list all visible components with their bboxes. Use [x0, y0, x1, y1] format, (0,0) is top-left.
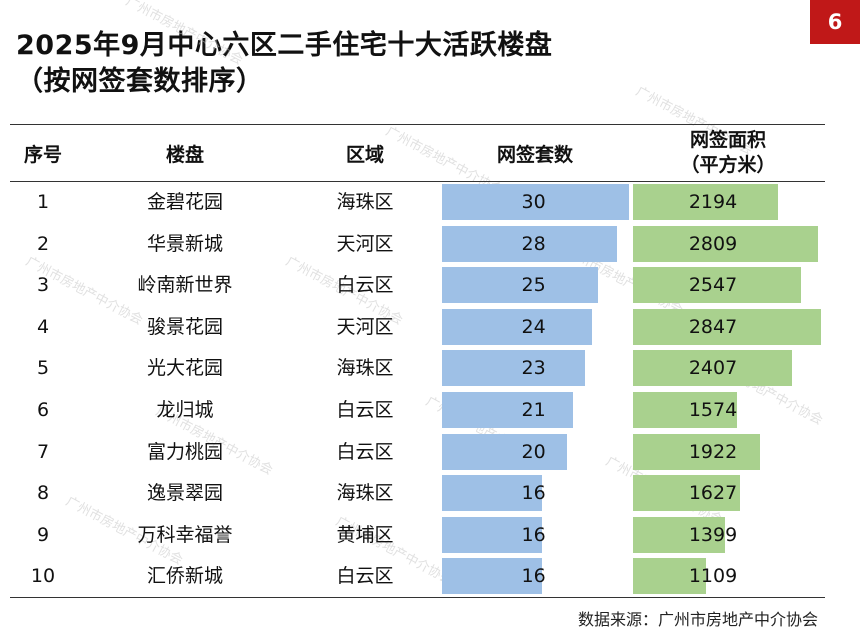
row-rank: 2: [36, 232, 50, 255]
row-rank: 4: [36, 315, 50, 338]
area-bar: [633, 225, 819, 262]
units-value: 23: [521, 357, 546, 380]
row-name: 万科幸福誉: [137, 523, 233, 546]
area-value: 2194: [688, 191, 738, 213]
area-value: 1627: [688, 482, 738, 505]
header-units: 网签套数: [496, 144, 573, 166]
page-number-badge: 6: [810, 0, 860, 44]
area-bar: [633, 184, 778, 220]
header-area-line-1: 网签面积: [689, 129, 766, 151]
units-bar: [442, 267, 598, 304]
row-rank: 10: [30, 565, 56, 588]
row-district: 白云区: [336, 440, 394, 463]
row-district: 海珠区: [336, 191, 394, 213]
area-bar: [633, 392, 737, 428]
area-value: 1109: [688, 565, 738, 588]
area-value: 2407: [688, 357, 738, 380]
row-name: 骏景花园: [146, 315, 223, 338]
row-rank: 5: [36, 357, 50, 380]
row-district: 天河区: [336, 232, 394, 255]
row-district: 海珠区: [336, 482, 394, 505]
units-bar: [442, 392, 573, 428]
row-name: 岭南新世界: [137, 274, 233, 297]
header-area: 网签面积 （平方米）: [633, 128, 823, 178]
row-name: 龙归城: [156, 399, 214, 421]
row-rank: 7: [36, 440, 50, 463]
row-name: 光大花园: [146, 357, 223, 380]
area-bar: [633, 475, 741, 512]
units-value: 20: [521, 440, 546, 463]
area-bar: [633, 433, 760, 470]
units-value: 16: [521, 482, 546, 505]
units-bar: [442, 516, 542, 553]
area-bar: [633, 558, 707, 595]
row-district: 黄埔区: [336, 523, 394, 546]
area-bar: [633, 267, 802, 304]
units-bar: [442, 433, 567, 470]
area-bar: [633, 350, 792, 387]
header-area-line-2: （平方米）: [680, 154, 776, 176]
row-rank: 6: [36, 399, 50, 421]
units-bar: [442, 308, 592, 345]
row-district: 白云区: [336, 274, 394, 297]
units-bar: [442, 558, 542, 595]
units-value: 25: [521, 274, 546, 297]
units-value: 21: [521, 399, 546, 421]
title-line-2: （按网签套数排序）: [16, 66, 264, 97]
area-value: 2809: [688, 232, 738, 255]
row-name: 逸景翠园: [146, 482, 223, 505]
units-bar: [442, 225, 617, 262]
area-bar: [633, 516, 726, 553]
data-source-note: 数据来源：广州市房地产中介协会: [577, 610, 818, 629]
table-top-rule: [10, 124, 825, 125]
row-district: 天河区: [336, 315, 394, 338]
units-value: 24: [521, 315, 546, 338]
row-rank: 3: [36, 274, 50, 297]
row-rank: 1: [36, 191, 50, 213]
units-bar: [442, 184, 629, 220]
area-bar: [633, 308, 821, 345]
units-bar: [442, 475, 542, 512]
row-rank: 8: [36, 482, 50, 505]
header-district: 区域: [345, 144, 384, 166]
area-value: 1574: [688, 399, 738, 421]
row-name: 金碧花园: [146, 191, 223, 213]
row-name: 富力桃园: [146, 440, 223, 463]
units-value: 30: [521, 191, 546, 213]
title-line-1: 2025年9月中心六区二手住宅十大活跃楼盘: [16, 30, 553, 61]
row-rank: 9: [36, 523, 50, 546]
page-title: 2025年9月中心六区二手住宅十大活跃楼盘 （按网签套数排序）: [16, 28, 796, 100]
units-bar: [442, 350, 586, 387]
header-rank: 序号: [23, 144, 62, 166]
row-district: 海珠区: [336, 357, 394, 380]
header-name: 楼盘: [165, 144, 204, 166]
table-header-rule: [10, 181, 825, 182]
area-value: 1922: [688, 440, 738, 463]
area-value: 1399: [688, 523, 738, 546]
row-name: 汇侨新城: [146, 565, 223, 588]
area-value: 2547: [688, 274, 738, 297]
units-value: 28: [521, 232, 546, 255]
row-name: 华景新城: [146, 232, 223, 255]
table-bottom-rule: [10, 597, 825, 598]
units-value: 16: [521, 523, 546, 546]
area-value: 2847: [688, 315, 738, 338]
units-value: 16: [521, 565, 546, 588]
row-district: 白云区: [336, 565, 394, 588]
row-district: 白云区: [336, 399, 394, 421]
